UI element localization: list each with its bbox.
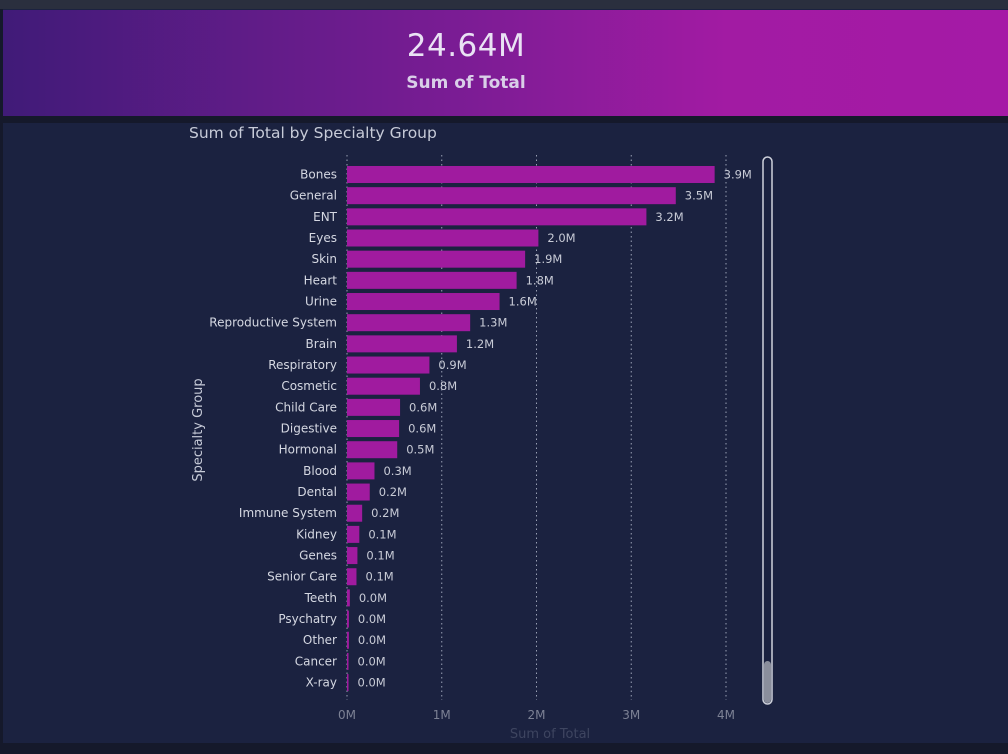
category-label: General [290,189,337,203]
chart-panel[interactable] [3,123,1008,743]
data-label: 0.0M [358,612,386,626]
bars-group [347,166,715,692]
section-divider [0,116,1008,123]
category-label: Urine [305,295,337,309]
category-label: Genes [299,549,337,563]
category-label: Hormonal [279,443,337,457]
window-top-strip [0,0,1008,9]
category-label: Heart [304,273,338,287]
bar[interactable] [347,441,398,459]
x-axis-title: Sum of Total [510,727,590,742]
category-label: Blood [303,464,337,478]
x-tick-label: 1M [433,708,451,722]
bar[interactable] [347,356,430,374]
category-label: Respiratory [268,358,337,372]
data-label: 1.9M [534,252,562,266]
bar[interactable] [347,377,420,395]
bar[interactable] [347,420,400,438]
bar[interactable] [347,483,370,501]
category-label: Reproductive System [209,316,337,330]
bar[interactable] [347,504,363,522]
bar[interactable] [347,462,375,480]
y-axis-title: Specialty Group [191,378,206,481]
category-label: X-ray [306,676,337,690]
bar[interactable] [347,525,360,543]
bar[interactable] [347,652,349,670]
scrollbar-thumb[interactable] [764,661,771,703]
data-label: 1.6M [509,295,537,309]
data-label: 3.9M [724,168,752,182]
category-label: Digestive [281,422,337,436]
data-label: 0.0M [359,591,387,605]
bar[interactable] [347,166,715,183]
bar[interactable] [347,293,500,311]
data-label: 0.0M [358,676,386,690]
kpi-card[interactable]: 24.64M Sum of Total [3,10,1008,116]
x-tick-label: 2M [528,708,546,722]
data-label: 0.2M [371,506,399,520]
data-label: 3.2M [655,210,683,224]
x-tick-label: 4M [717,708,735,722]
bar[interactable] [347,271,517,289]
category-label: Cancer [295,654,337,668]
category-label: Brain [306,337,337,351]
category-label: Kidney [296,527,337,541]
data-label: 0.2M [379,485,407,499]
window-bottom-strip [0,743,1008,754]
bar[interactable] [347,314,471,332]
data-label: 0.0M [358,654,386,668]
category-label: Skin [311,252,337,266]
bar[interactable] [347,229,539,247]
bar[interactable] [347,631,349,649]
bar[interactable] [347,674,349,692]
bar[interactable] [347,398,401,416]
bar[interactable] [347,187,676,205]
category-label: Dental [297,485,337,499]
data-label: 1.2M [466,337,494,351]
data-label: 0.5M [406,443,434,457]
data-label: 0.1M [365,570,393,584]
chart-title: Sum of Total by Specialty Group [189,124,437,142]
kpi-label: Sum of Total [406,73,526,93]
data-label: 0.3M [383,464,411,478]
data-label: 3.5M [685,189,713,203]
data-label: 2.0M [547,231,575,245]
data-label: 0.9M [438,358,466,372]
frame-edge [0,0,3,754]
bar[interactable] [347,610,349,628]
kpi-value: 24.64M [406,28,526,64]
category-label: Senior Care [267,570,337,584]
bar[interactable] [347,208,647,226]
bar[interactable] [347,335,457,353]
bar[interactable] [347,589,350,607]
labels-group: Bones 3.9M General 3.5M ENT 3.2M Eyes 2.0M Skin 1… [209,168,752,690]
category-label: Bones [300,168,337,182]
data-label: 0.8M [429,379,457,393]
category-label: Eyes [309,231,337,245]
data-label: 0.1M [366,549,394,563]
data-label: 1.8M [526,273,554,287]
x-tick-label: 0M [338,708,356,722]
bar[interactable] [347,568,357,586]
data-label: 0.6M [409,400,437,414]
bar[interactable] [347,250,526,268]
category-label: Teeth [304,591,337,605]
category-label: Other [303,633,337,647]
data-label: 0.0M [358,633,386,647]
data-label: 0.6M [408,422,436,436]
data-label: 1.3M [479,316,507,330]
bar[interactable] [347,547,358,565]
category-label: Immune System [239,506,337,520]
x-ticks-group: 0M 1M 2M 3M 4M [338,708,735,722]
data-label: 0.1M [368,527,396,541]
scrollbar-track[interactable] [762,156,773,705]
category-label: Psychatry [278,612,337,626]
category-label: ENT [313,210,338,224]
x-tick-label: 3M [622,708,640,722]
category-label: Child Care [275,400,337,414]
category-label: Cosmetic [281,379,337,393]
